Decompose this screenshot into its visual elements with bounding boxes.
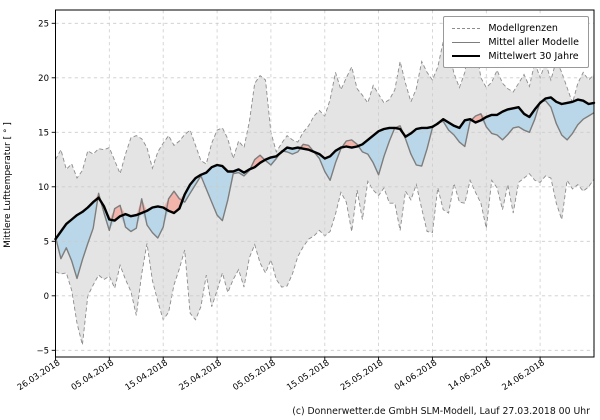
legend-label: Mittelwert 30 Jahre [488,50,579,62]
legend-box: Modellgrenzen Mittel aller Modelle Mitte… [443,16,589,68]
svg-text:20: 20 [38,74,49,84]
svg-text:15.04.2018: 15.04.2018 [124,358,170,393]
svg-text:05.04.2018: 05.04.2018 [70,358,116,393]
black-line-swatch-icon [452,55,481,57]
svg-text:10: 10 [38,183,49,193]
legend-label: Modellgrenzen [488,22,558,34]
svg-text:25: 25 [38,19,49,29]
svg-text:04.06.2018: 04.06.2018 [393,358,439,393]
svg-text:05.05.2018: 05.05.2018 [231,358,277,393]
svg-text:24.06.2018: 24.06.2018 [500,358,546,393]
svg-text:15: 15 [38,128,49,138]
svg-text:0: 0 [44,292,49,302]
svg-text:5: 5 [44,237,49,247]
svg-text:−5: −5 [36,346,49,356]
dashed-line-swatch-icon [452,27,481,29]
svg-text:15.05.2018: 15.05.2018 [285,358,331,393]
legend-item-model-bounds: Modellgrenzen [452,21,579,35]
gray-line-swatch-icon [452,41,481,43]
svg-text:26.03.2018: 26.03.2018 [16,358,62,393]
y-axis-label: Mittlere Lufttemperatur [ ° ] [3,122,13,248]
legend-label: Mittel aller Modelle [488,36,579,48]
legend-item-model-mean: Mittel aller Modelle [452,35,579,49]
svg-text:25.05.2018: 25.05.2018 [339,358,385,393]
legend-item-30yr-mean: Mittelwert 30 Jahre [452,49,579,63]
svg-text:14.06.2018: 14.06.2018 [447,358,493,393]
svg-text:25.04.2018: 25.04.2018 [177,358,223,393]
copyright-credit: (c) Donnerwetter.de GmbH SLM-Modell, Lau… [292,406,590,417]
